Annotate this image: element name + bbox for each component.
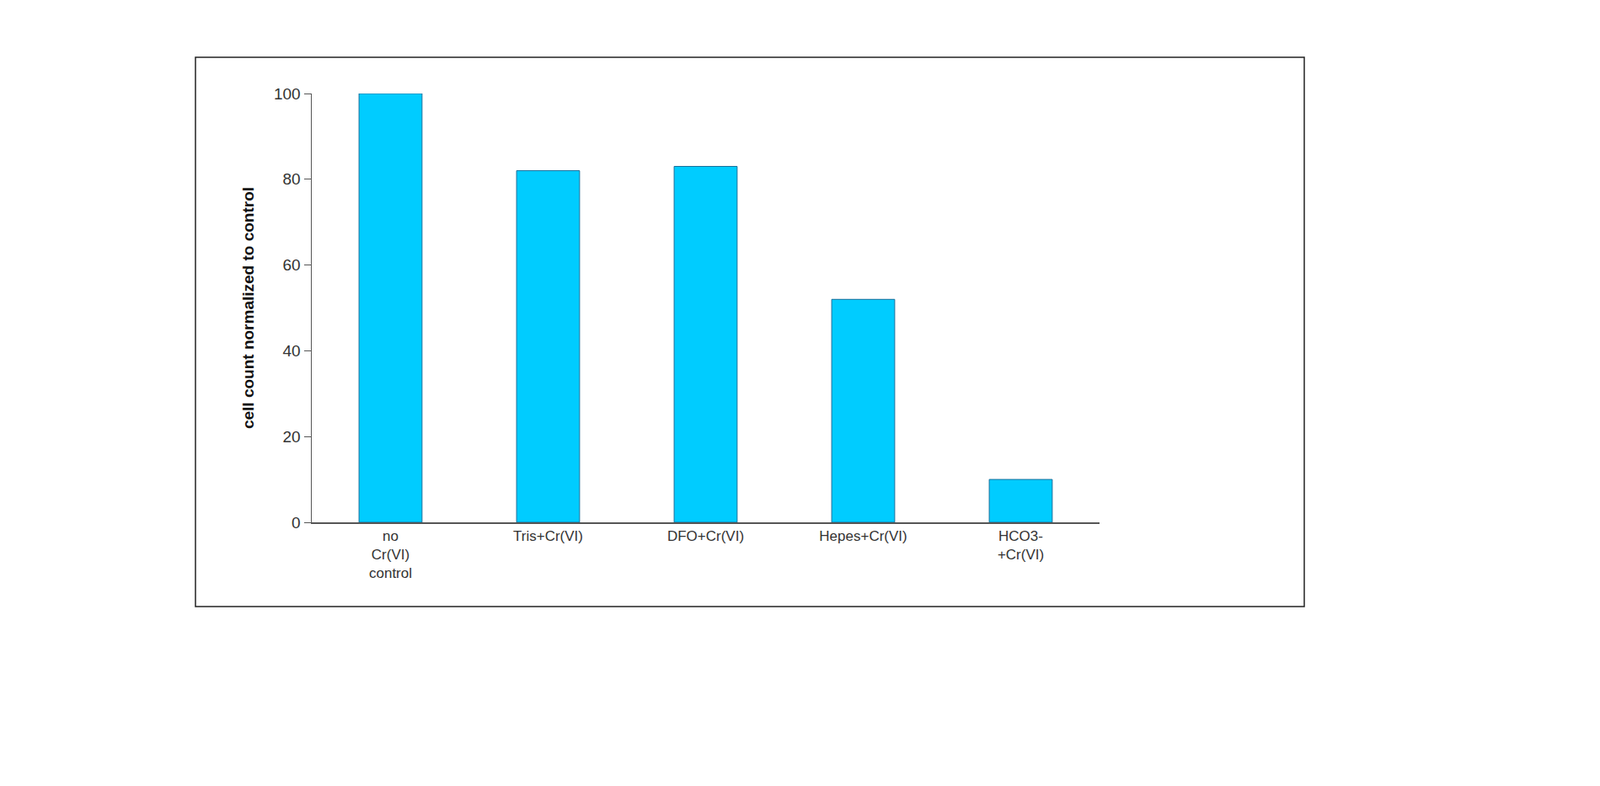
svg-text:Hepes+Cr(VI): Hepes+Cr(VI): [818, 528, 907, 545]
svg-text:40: 40: [283, 342, 301, 360]
svg-text:cell count normalized to contr: cell count normalized to control: [239, 187, 257, 429]
svg-text:Tris+Cr(VI): Tris+Cr(VI): [513, 528, 584, 545]
svg-text:0: 0: [291, 513, 301, 532]
svg-text:noCr(VI)control: noCr(VI)control: [369, 528, 413, 582]
svg-text:100: 100: [273, 85, 301, 103]
svg-text:80: 80: [283, 170, 301, 188]
svg-text:HCO3-+Cr(VI): HCO3-+Cr(VI): [997, 528, 1044, 563]
svg-text:DFO+Cr(VI): DFO+Cr(VI): [667, 528, 744, 545]
svg-text:20: 20: [283, 428, 301, 446]
svg-text:60: 60: [283, 256, 301, 274]
